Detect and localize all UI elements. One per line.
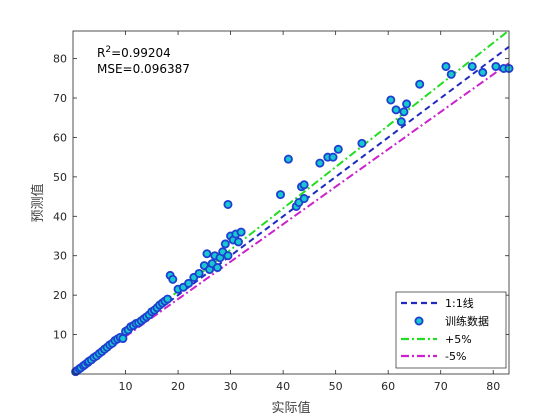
data-point	[478, 67, 488, 77]
plot-frame	[72, 30, 510, 375]
data-point	[184, 278, 194, 288]
y-tick-label: 80	[53, 53, 67, 66]
x-tick-label: 20	[171, 380, 185, 393]
y-axis-label: 预测值	[30, 183, 46, 222]
data-point	[212, 263, 222, 273]
data-point	[333, 144, 343, 154]
y-tick-label: 20	[53, 289, 67, 302]
data-point	[391, 105, 401, 115]
data-point	[275, 190, 285, 200]
x-tick-label: 30	[224, 380, 238, 393]
data-point	[446, 69, 456, 79]
legend: 1:1线 训练数据 +5% -5%	[395, 291, 507, 369]
mse-annotation: MSE=0.096387	[97, 62, 190, 76]
y-tick-label: 40	[53, 210, 67, 223]
data-point	[396, 117, 406, 127]
legend-label-plus5: +5%	[445, 333, 472, 346]
legend-box	[395, 291, 507, 369]
y-tick-label: 70	[53, 92, 67, 105]
legend-label-minus5: -5%	[445, 350, 466, 363]
x-tick-label: 50	[329, 380, 343, 393]
x-axis: 10 20 30 40 50 60 70 80	[119, 31, 500, 393]
legend-label-training: 训练数据	[445, 314, 489, 328]
data-point	[223, 199, 233, 209]
data-point	[441, 61, 451, 71]
data-point	[402, 99, 412, 109]
data-point	[357, 138, 367, 148]
x-tick-label: 60	[381, 380, 395, 393]
x-tick-label: 40	[276, 380, 290, 393]
r2-annotation: R2=0.99204	[97, 45, 171, 60]
legend-swatch-training	[414, 316, 424, 326]
x-tick-label: 10	[119, 380, 133, 393]
y-axis: 10 20 30 40 50 60 70 80	[53, 53, 509, 342]
legend-label-1to1: 1:1线	[445, 296, 474, 310]
data-point	[491, 61, 501, 71]
y-tick-label: 10	[53, 329, 67, 342]
data-point	[467, 61, 477, 71]
data-point	[328, 152, 338, 162]
data-point	[283, 154, 293, 164]
data-point	[415, 79, 425, 89]
data-point	[315, 158, 325, 168]
data-point	[202, 249, 212, 259]
x-axis-label: 实际值	[271, 400, 310, 416]
y-tick-label: 50	[53, 171, 67, 184]
data-point	[194, 268, 204, 278]
data-point	[299, 194, 309, 204]
data-point	[220, 239, 230, 249]
minus5-line	[72, 62, 510, 375]
data-points	[71, 61, 514, 377]
data-point	[223, 251, 233, 261]
y-tick-label: 60	[53, 131, 67, 144]
data-point	[118, 334, 128, 344]
x-tick-label: 80	[486, 380, 500, 393]
r2-label: R	[97, 46, 105, 60]
data-point	[168, 274, 178, 284]
r2-value: =0.99204	[111, 46, 171, 60]
r2-superscript: 2	[105, 45, 111, 55]
data-point	[399, 107, 409, 117]
data-point	[386, 95, 396, 105]
x-tick-label: 70	[434, 380, 448, 393]
data-point	[233, 237, 243, 247]
data-point	[236, 227, 246, 237]
data-point	[299, 180, 309, 190]
data-point	[163, 294, 173, 304]
y-tick-label: 30	[53, 250, 67, 263]
